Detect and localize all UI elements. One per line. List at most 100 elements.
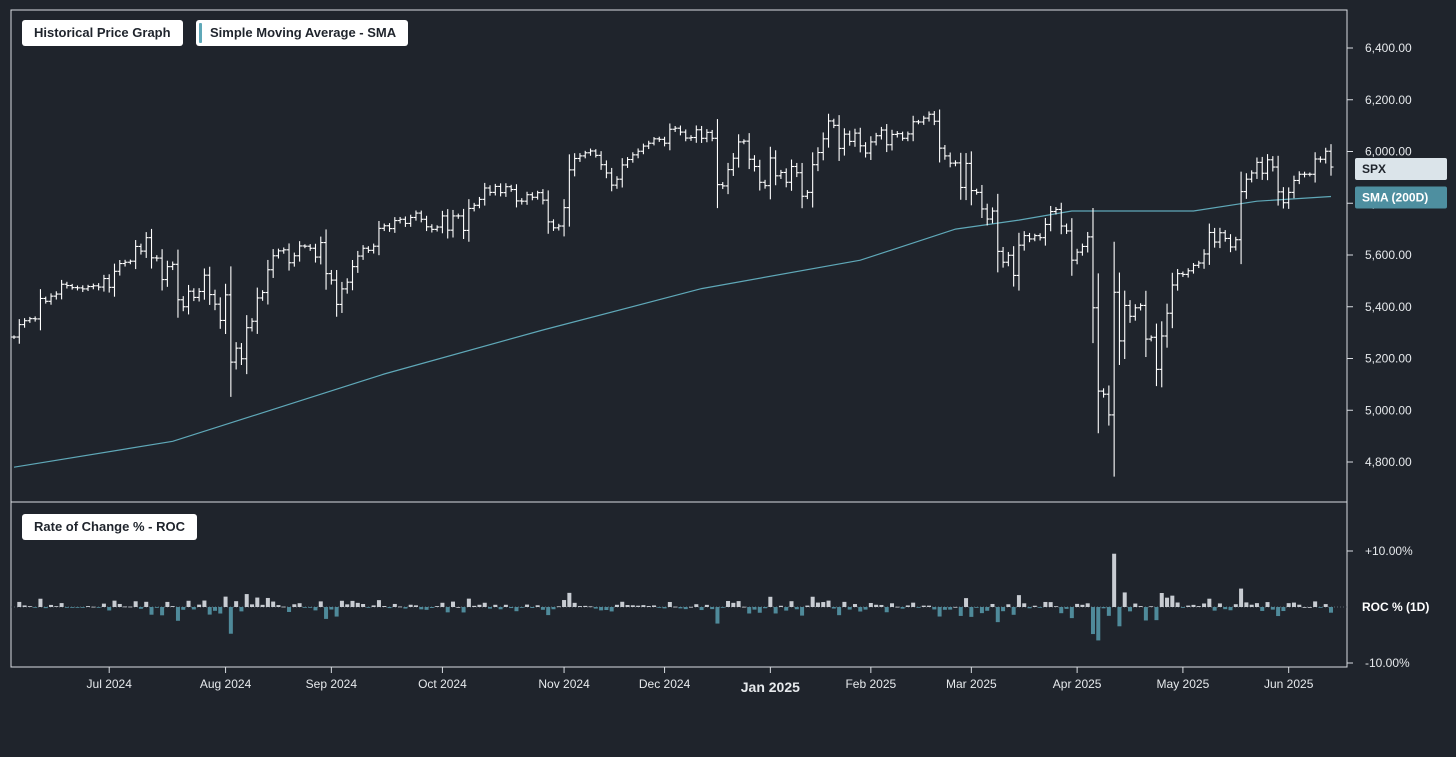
roc-bar bbox=[884, 607, 889, 613]
roc-bar bbox=[345, 604, 350, 607]
spx-ohlc-bar bbox=[894, 131, 900, 138]
spx-ohlc-bar bbox=[656, 136, 662, 142]
roc-bar bbox=[1117, 607, 1122, 627]
roc-bar bbox=[1212, 607, 1217, 611]
spx-ohlc-bar bbox=[1280, 187, 1286, 209]
roc-bar bbox=[609, 607, 614, 612]
spx-ohlc-bar bbox=[482, 182, 488, 206]
spx-ohlc-bar bbox=[836, 115, 842, 161]
spx-ohlc-bar bbox=[466, 199, 472, 242]
spx-ohlc-bar bbox=[286, 243, 292, 271]
roc-bar bbox=[382, 606, 387, 607]
roc-bar bbox=[1080, 604, 1085, 607]
spx-ohlc-bar bbox=[1032, 233, 1038, 242]
sma-series bbox=[13, 195, 1332, 468]
roc-bar bbox=[212, 607, 217, 611]
roc-bar bbox=[1291, 602, 1296, 607]
roc-bar bbox=[33, 607, 38, 608]
roc-bar bbox=[22, 605, 27, 607]
roc-bar bbox=[1128, 607, 1133, 612]
roc-bar bbox=[773, 607, 778, 614]
roc-bar bbox=[747, 607, 752, 614]
spx-ohlc-bar bbox=[487, 185, 493, 196]
roc-bar bbox=[80, 607, 85, 608]
roc-bar bbox=[371, 605, 376, 607]
roc-bar bbox=[625, 605, 630, 607]
roc-bar bbox=[800, 607, 805, 616]
spx-ohlc-bar bbox=[508, 184, 514, 192]
spx-ohlc-bar bbox=[339, 281, 345, 313]
spx-ohlc-bar bbox=[201, 268, 207, 300]
spx-ohlc-bar bbox=[746, 133, 752, 170]
price-y-tick-label: 5,400.00 bbox=[1365, 300, 1412, 314]
roc-bar bbox=[27, 606, 32, 607]
spx-ohlc-bar bbox=[984, 203, 990, 226]
roc-bar bbox=[979, 607, 984, 614]
roc-bar bbox=[329, 607, 334, 610]
roc-value-tag-label: ROC % (1D) bbox=[1362, 600, 1429, 614]
roc-bar bbox=[1016, 595, 1021, 607]
roc-bar bbox=[614, 604, 619, 607]
spx-ohlc-bar bbox=[556, 223, 562, 231]
roc-bar bbox=[1223, 607, 1228, 610]
spx-ohlc-bar bbox=[323, 229, 329, 290]
spx-ohlc-bar bbox=[1021, 231, 1027, 251]
roc-bar bbox=[572, 602, 577, 607]
spx-ohlc-bar bbox=[1238, 171, 1244, 265]
roc-bar bbox=[387, 607, 392, 609]
spx-ohlc-bar bbox=[402, 216, 408, 227]
roc-bar bbox=[667, 601, 672, 607]
roc-bar bbox=[1175, 602, 1180, 607]
spx-ohlc-bar bbox=[260, 290, 266, 301]
roc-bar bbox=[451, 601, 455, 607]
spx-ohlc-bar bbox=[561, 199, 567, 237]
spx-ohlc-bar bbox=[1312, 152, 1318, 183]
spx-ohlc-bar bbox=[720, 182, 726, 190]
roc-bar bbox=[599, 607, 604, 611]
spx-ohlc-bar bbox=[820, 132, 826, 161]
spx-ohlc-bar bbox=[598, 151, 604, 170]
roc-bar bbox=[376, 600, 381, 607]
spx-ohlc-bar bbox=[1206, 223, 1212, 265]
historical-price-graph-button[interactable]: Historical Price Graph bbox=[22, 20, 183, 46]
x-tick-label: Oct 2024 bbox=[418, 677, 467, 691]
roc-bar bbox=[308, 607, 313, 608]
roc-bar bbox=[223, 596, 228, 607]
roc-bar bbox=[1165, 597, 1170, 607]
roc-bar bbox=[985, 607, 990, 611]
roc-bar bbox=[477, 604, 482, 607]
roc-bar bbox=[1106, 607, 1111, 616]
roc-bar bbox=[255, 597, 260, 607]
spx-ohlc-bar bbox=[1175, 269, 1181, 291]
spx-ohlc-bar bbox=[757, 159, 763, 191]
roc-bar bbox=[234, 601, 239, 607]
spx-ohlc-bar bbox=[900, 131, 906, 141]
roc-bar bbox=[741, 606, 746, 608]
spx-ohlc-bar bbox=[767, 146, 773, 200]
spx-ohlc-bar bbox=[207, 266, 213, 305]
spx-ohlc-bar bbox=[1212, 227, 1218, 248]
spx-ohlc-bar bbox=[476, 196, 482, 209]
spx-ohlc-bar bbox=[1302, 171, 1308, 178]
spx-ohlc-bar bbox=[376, 221, 382, 256]
roc-bar bbox=[1233, 604, 1238, 607]
spx-ohlc-bar bbox=[1217, 227, 1223, 249]
roc-bar bbox=[662, 607, 667, 609]
spx-ohlc-bar bbox=[133, 240, 139, 270]
roc-bar bbox=[1260, 607, 1265, 611]
spx-ohlc-bar bbox=[905, 131, 911, 142]
roc-bar bbox=[96, 607, 101, 608]
spx-ohlc-bar bbox=[122, 259, 128, 267]
roc-bar bbox=[461, 607, 466, 613]
roc-bar bbox=[731, 602, 736, 607]
roc-indicator-button[interactable]: Rate of Change % - ROC bbox=[22, 514, 197, 540]
spx-ohlc-bar bbox=[212, 289, 218, 311]
spx-ohlc-bar bbox=[1095, 273, 1101, 434]
spx-ohlc-bar bbox=[989, 207, 995, 224]
spx-ohlc-bar bbox=[619, 158, 625, 188]
roc-bar bbox=[260, 604, 265, 607]
spx-ohlc-bar bbox=[751, 155, 757, 172]
spx-ohlc-bar bbox=[223, 283, 229, 334]
roc-bar bbox=[424, 607, 429, 610]
sma-indicator-button[interactable]: Simple Moving Average - SMA bbox=[196, 20, 409, 46]
